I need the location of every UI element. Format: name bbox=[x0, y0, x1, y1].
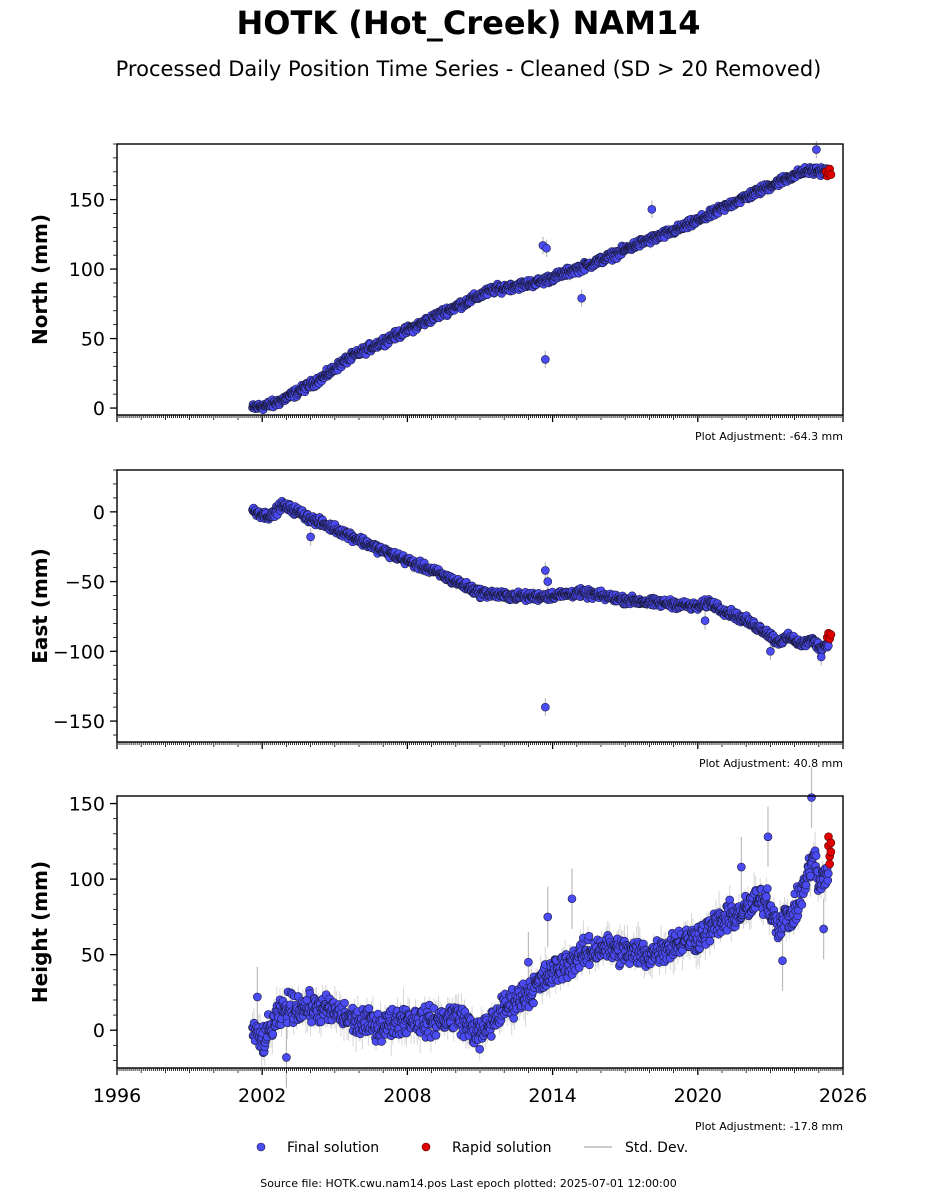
axes-frame bbox=[116, 143, 844, 416]
final-outlier-point bbox=[541, 355, 550, 364]
final-point bbox=[487, 1032, 496, 1041]
final-outlier-point bbox=[306, 532, 315, 542]
y-tick-label: 100 bbox=[69, 259, 105, 281]
final-point bbox=[509, 1014, 519, 1023]
rapid-point bbox=[826, 170, 836, 179]
std-dev-bars bbox=[252, 767, 828, 1088]
final-point bbox=[268, 1029, 278, 1039]
final-point bbox=[475, 1044, 484, 1054]
chart-title: HOTK (Hot_Creek) NAM14 bbox=[236, 4, 701, 42]
final-solution-points bbox=[248, 145, 833, 415]
y-axis-label: East (mm) bbox=[28, 548, 52, 664]
final-outlier-point bbox=[541, 702, 550, 712]
final-outlier-point bbox=[577, 293, 586, 303]
final-point bbox=[585, 960, 594, 970]
final-point bbox=[340, 998, 349, 1008]
chart-subtitle: Processed Daily Position Time Series - C… bbox=[115, 57, 822, 81]
final-outlier-point bbox=[647, 205, 657, 214]
final-outlier-point bbox=[543, 577, 553, 586]
final-point bbox=[377, 1037, 386, 1046]
plot-adjustment-note: Plot Adjustment: -64.3 mm bbox=[695, 430, 843, 443]
y-tick-label: 0 bbox=[93, 502, 105, 524]
plot-adjustment-note: Plot Adjustment: 40.8 mm bbox=[699, 757, 843, 770]
rapid-point bbox=[826, 630, 836, 639]
y-tick-label: 150 bbox=[69, 190, 105, 212]
y-axis-label: North (mm) bbox=[28, 214, 52, 345]
y-tick-label: −50 bbox=[65, 572, 105, 594]
panel-2: 0 −50 −100 −150 East (mm) Plot Adjustment: 40… bbox=[28, 469, 844, 770]
final-outlier-point bbox=[766, 647, 775, 656]
rapid-solution-points bbox=[822, 628, 836, 644]
final-point bbox=[584, 931, 594, 941]
final-point bbox=[529, 998, 538, 1008]
y-tick-label: −100 bbox=[53, 641, 105, 663]
y-tick-label: −150 bbox=[53, 711, 105, 733]
final-outlier-point bbox=[816, 652, 826, 662]
final-outlier-point bbox=[700, 616, 710, 625]
final-point bbox=[824, 641, 833, 651]
final-point bbox=[364, 1004, 374, 1013]
final-outlier-point bbox=[541, 566, 550, 575]
y-tick-label: 50 bbox=[81, 329, 105, 351]
final-outlier-point bbox=[812, 145, 821, 154]
x-ticks bbox=[116, 742, 844, 749]
panel-3: 1996 2002 2008 2014 2020 2026050100150Height … bbox=[28, 767, 867, 1133]
final-outlier-point bbox=[542, 243, 551, 253]
final-solution-points bbox=[248, 793, 833, 1062]
x-ticks bbox=[116, 415, 844, 422]
final-solution-points bbox=[248, 496, 833, 712]
final-point bbox=[316, 1017, 326, 1027]
panel-1: 0 50 100 150 North (mm) Plot Adjustment: -64.… bbox=[28, 140, 844, 443]
final-point bbox=[431, 1030, 441, 1040]
y-tick-label: 0 bbox=[93, 398, 105, 420]
rapid-solution-points bbox=[821, 164, 836, 181]
y-ticks: 0 −50 −100 −150 bbox=[53, 469, 117, 736]
y-ticks: 0 50 100 150 bbox=[69, 143, 117, 420]
